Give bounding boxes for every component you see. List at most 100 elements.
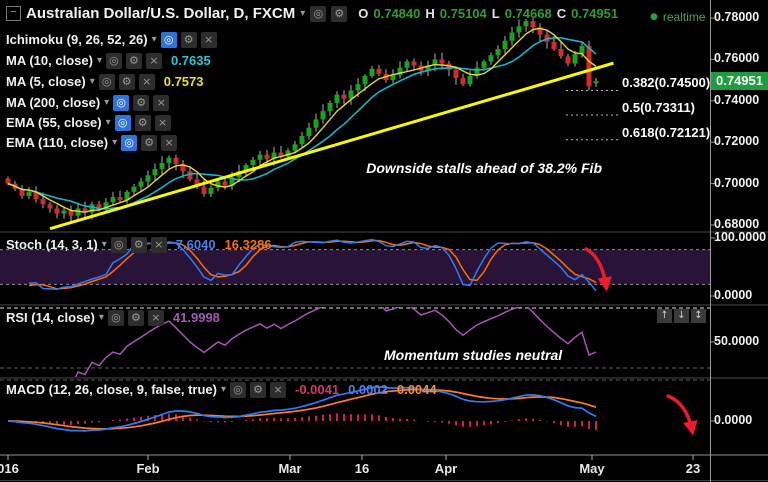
chevron-down-icon[interactable]: ▾ [112,137,118,148]
pane-move-up-icon[interactable]: ↑ [657,309,672,323]
close-icon[interactable]: × [153,94,170,111]
price-axis-label: 0.68000 [714,217,760,231]
realtime-dot-icon: ● [650,12,658,22]
rsi-value: 41.9998 [172,310,220,325]
symbol-title[interactable]: Australian Dollar/U.S. Dollar, D, FXCM [26,5,296,22]
eye-icon[interactable]: ◎ [113,94,130,111]
low-label: L [491,6,500,21]
high-label: H [425,6,435,21]
pane-move-down-icon[interactable]: ↓ [674,309,689,323]
pane-controls: ↑ ↓ ↕ [657,309,706,323]
gear-icon[interactable]: ⚙ [141,134,158,151]
gear-icon[interactable]: ⚙ [130,236,147,253]
gear-icon[interactable]: ⚙ [133,94,150,111]
realtime-label: realtime [662,10,706,24]
gear-icon[interactable]: ⚙ [331,5,348,22]
chevron-down-icon[interactable]: ▾ [104,97,110,108]
rsi-axis-mid: 50.0000 [714,334,760,348]
close-icon[interactable]: × [150,236,167,253]
indicator-label[interactable]: MACD (12, 26, close, 9, false, true) [6,382,217,397]
close-label: C [556,6,567,21]
price-axis-label: 0.70000 [714,175,760,190]
collapse-panel-icon[interactable]: − [6,6,21,21]
stoch-k-value: 7.6040 [175,237,216,252]
gear-icon[interactable]: ⚙ [125,52,142,69]
chevron-down-icon[interactable]: ▾ [98,312,104,323]
indicator-row-ichimoku: Ichimoku (9, 26, 52, 26) ▾ ◎ ⚙ × [6,31,217,48]
indicator-value: 0.7635 [170,53,211,68]
eye-icon[interactable]: ◎ [121,134,138,151]
indicator-label[interactable]: MA (5, close) [6,74,86,89]
indicator-label[interactable]: RSI (14, close) [6,310,95,325]
chevron-down-icon[interactable]: ▾ [220,384,226,395]
indicator-label[interactable]: MA (10, close) [6,53,93,68]
chevron-down-icon[interactable]: ▾ [101,239,107,250]
gear-icon[interactable]: ⚙ [180,31,197,48]
price-axis-label: 0.76000 [714,51,760,66]
indicator-row-ma200: MA (200, close) ▾ ◎ ⚙ × [6,94,170,111]
rsi-annotation[interactable]: Momentum studies neutral [384,347,563,363]
symbol-header: − Australian Dollar/U.S. Dollar, D, FXCM… [6,5,618,22]
price-axis-label: 0.78000 [714,10,760,24]
close-icon[interactable]: × [145,52,162,69]
close-icon[interactable]: × [161,134,178,151]
price-axis-label: 0.74000 [714,92,760,107]
time-axis-label: Feb [136,461,160,476]
eye-icon[interactable]: ◎ [310,5,327,22]
indicator-label[interactable]: Stoch (14, 3, 1) [6,237,98,252]
chevron-down-icon[interactable]: ▾ [89,76,95,87]
macd-hist-value: -0.0041 [295,382,340,397]
open-value: 0.74840 [373,6,421,21]
fib-500-label[interactable]: 0.5(0.73311) [622,100,696,115]
macd-axis-zero: 0.0000 [714,413,753,427]
close-value: 0.74951 [571,6,619,21]
chevron-down-icon[interactable]: ▾ [151,34,157,45]
indicator-row-rsi: RSI (14, close) ▾ ◎ ⚙ × 41.9998 [6,309,220,326]
macd-signal-value: 0.0044 [396,382,437,397]
open-label: O [358,6,369,21]
time-axis-label: Apr [434,461,458,476]
pane-resize-icon[interactable]: ↕ [691,309,706,323]
eye-icon[interactable]: ◎ [160,31,177,48]
indicator-row-ema110: EMA (110, close) ▾ ◎ ⚙ × [6,134,178,151]
indicator-label[interactable]: MA (200, close) [6,95,101,110]
price-annotation[interactable]: Downside stalls ahead of 38.2% Fib [366,160,602,176]
indicator-row-macd: MACD (12, 26, close, 9, false, true) ▾ ◎… [6,381,437,398]
indicator-row-ma5: MA (5, close) ▾ ◎ ⚙ × 0.7573 [6,73,204,90]
gear-icon[interactable]: ⚙ [118,73,135,90]
fib-382-label[interactable]: 0.382(0.74500) [622,75,711,90]
indicator-value: 0.7573 [163,74,204,89]
eye-icon[interactable]: ◎ [110,236,127,253]
eye-icon[interactable]: ◎ [98,73,115,90]
time-axis-label: 016 [0,461,19,476]
indicator-label[interactable]: EMA (110, close) [6,135,109,150]
indicator-label[interactable]: Ichimoku (9, 26, 52, 26) [6,32,148,47]
time-axis-label: 23 [685,461,701,476]
gear-icon[interactable]: ⚙ [250,381,266,398]
eye-icon[interactable]: ◎ [114,114,131,131]
eye-icon[interactable]: ◎ [107,309,124,326]
gear-icon[interactable]: ⚙ [127,309,144,326]
indicator-row-stoch: Stoch (14, 3, 1) ▾ ◎ ⚙ × 7.6040 16.3286 [6,236,272,253]
chevron-down-icon[interactable]: ▾ [96,55,102,66]
chevron-down-icon[interactable]: ▾ [300,8,306,19]
eye-icon[interactable]: ◎ [230,381,246,398]
gear-icon[interactable]: ⚙ [134,114,151,131]
macd-line-value: 0.0002 [348,382,388,397]
chevron-down-icon[interactable]: ▾ [105,117,111,128]
fib-618-label[interactable]: 0.618(0.72121) [622,125,711,140]
indicator-row-ma10: MA (10, close) ▾ ◎ ⚙ × 0.7635 [6,52,211,69]
close-icon[interactable]: × [200,31,217,48]
current-price-badge: 0.74951 [711,72,768,90]
stoch-axis-top: 100.0000 [714,230,767,244]
close-icon[interactable]: × [154,114,171,131]
close-icon[interactable]: × [138,73,155,90]
stoch-axis-bottom: 0.0000 [714,288,753,302]
ohlc-readout: O 0.74840 H 0.75104 L 0.74668 C 0.74951 [358,6,618,21]
eye-icon[interactable]: ◎ [105,52,122,69]
close-icon[interactable]: × [147,309,164,326]
indicator-label[interactable]: EMA (55, close) [6,115,102,130]
close-icon[interactable]: × [270,381,286,398]
